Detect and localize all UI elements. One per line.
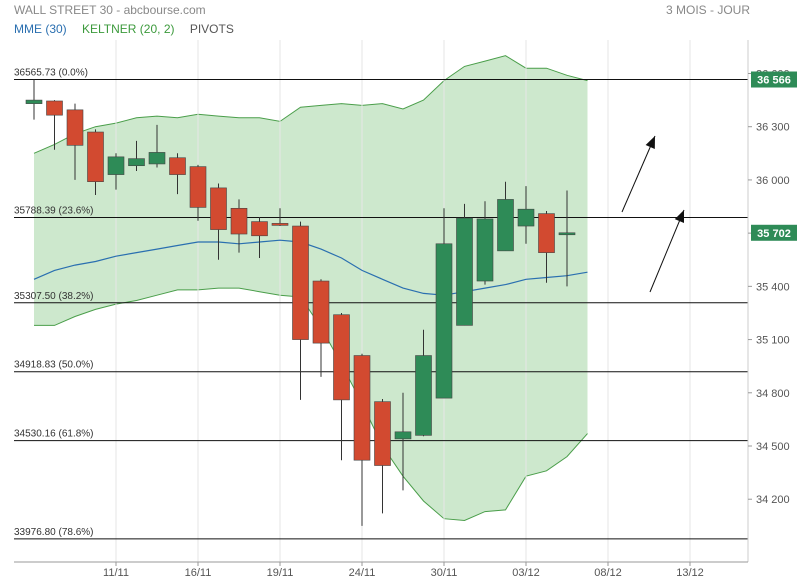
arrow-head (674, 210, 685, 223)
legend-pivots[interactable]: PIVOTS (189, 22, 234, 36)
y-tick-label: 34 800 (756, 388, 790, 400)
x-tick-label: 11/11 (103, 567, 129, 579)
candle-body (497, 199, 514, 252)
arrow-head (645, 136, 655, 149)
pivot-label: 35307.50 (38.2%) (14, 291, 94, 302)
mme-line (33, 239, 588, 296)
candle-body (435, 243, 453, 399)
x-tick-label: 13/12 (676, 567, 704, 579)
candle (46, 100, 63, 150)
y-tick-label: 34 500 (756, 441, 790, 453)
candle-body (46, 100, 63, 116)
arrow-shaft (649, 209, 685, 293)
arrow-shaft (621, 135, 656, 213)
candle (107, 153, 125, 190)
candle-body (292, 225, 309, 340)
x-tick-label: 03/12 (512, 567, 540, 579)
candle-body (189, 166, 207, 208)
candle-body (107, 156, 125, 175)
candle-body (230, 207, 248, 235)
annotation-arrow (621, 135, 656, 213)
candle-body (148, 152, 166, 165)
candle-body (456, 217, 473, 326)
candle (558, 190, 576, 287)
badge-label: 36 566 (757, 75, 791, 87)
candle (476, 201, 494, 285)
pivot-high-badge: 36 566 (751, 71, 797, 88)
candle (497, 181, 514, 252)
candle (374, 398, 391, 514)
candle (87, 129, 104, 195)
candle (66, 103, 84, 180)
pivot-label: 36565.73 (0.0%) (14, 68, 88, 79)
period-label: 3 MOIS - JOUR (665, 3, 750, 17)
pivot-label: 33976.80 (78.6%) (14, 527, 94, 538)
candle (435, 208, 453, 399)
y-tick-label: 34 200 (756, 494, 790, 506)
y-tick-label: 36 300 (756, 122, 790, 134)
candle (312, 279, 330, 377)
x-tick-label: 08/12 (594, 567, 622, 579)
candle-body (415, 355, 432, 436)
y-tick-label: 35 100 (756, 335, 790, 347)
keltner-upper-line (33, 55, 588, 154)
candle-body (558, 232, 576, 236)
x-tick-label: 16/11 (185, 567, 212, 579)
candle-body (353, 355, 371, 461)
candle-body (538, 213, 555, 253)
candle (128, 140, 145, 172)
candle-body (394, 431, 412, 440)
candle (415, 329, 432, 437)
legend-mme[interactable]: MME (30) (14, 22, 67, 36)
candle (251, 217, 268, 258)
candle-body (476, 218, 494, 282)
x-tick-label: 19/11 (267, 567, 294, 579)
candle-body (169, 157, 186, 175)
badge-background (751, 71, 797, 88)
candle (148, 124, 166, 168)
badge-label: 35 702 (757, 228, 791, 240)
candle-body (374, 401, 391, 466)
candle-body (66, 109, 84, 146)
candle-body (87, 131, 104, 182)
candle (538, 210, 555, 283)
candle (271, 208, 289, 227)
candle (169, 153, 186, 195)
pivot-label: 35788.39 (23.6%) (14, 205, 94, 216)
candle-body (251, 221, 268, 237)
last-price-badge: 35 702 (751, 224, 797, 241)
candle (189, 164, 207, 221)
candle-body (25, 99, 43, 104)
candle-body (210, 187, 227, 230)
legend: MME (30) KELTNER (20, 2) PIVOTS (14, 22, 246, 36)
candle-body (128, 158, 145, 167)
candle-body (271, 223, 289, 226)
x-tick-label: 24/11 (349, 567, 376, 579)
candle (353, 353, 371, 526)
candle (210, 183, 227, 260)
candle-body (312, 280, 330, 344)
candle (25, 79, 43, 120)
y-tick-label: 35 400 (756, 281, 790, 293)
x-tick-label: 30/11 (431, 567, 458, 579)
candle (394, 392, 412, 491)
y-tick-label: 36 000 (756, 175, 790, 187)
pivot-label: 34530.16 (61.8%) (14, 429, 94, 440)
badge-background (751, 224, 797, 241)
candle-body (517, 208, 535, 227)
candle (230, 199, 248, 253)
chart-title: WALL STREET 30 - abcbourse.com (14, 3, 206, 17)
keltner-band (34, 55, 588, 521)
candle-body (333, 314, 350, 401)
candle (333, 312, 350, 461)
legend-keltner[interactable]: KELTNER (20, 2) (82, 22, 175, 36)
candle (456, 203, 473, 326)
candle (292, 221, 309, 400)
annotation-arrow (649, 209, 685, 293)
pivot-label: 34918.83 (50.0%) (14, 360, 94, 371)
candle (517, 186, 535, 244)
